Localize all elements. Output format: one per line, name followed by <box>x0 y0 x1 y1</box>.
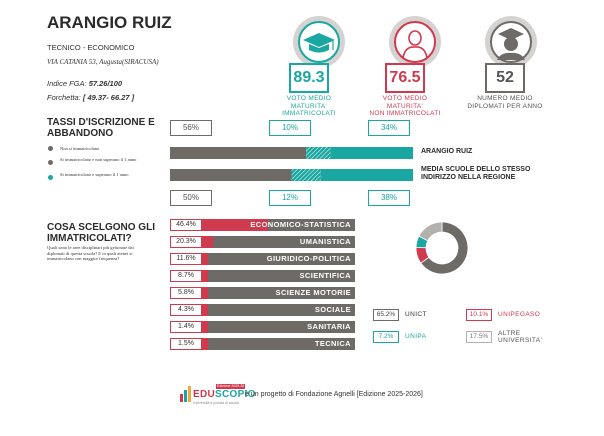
region-bar-segment-superano <box>320 169 413 181</box>
area-label: SOCIALE <box>314 305 351 314</box>
school-stacked-bar <box>170 147 413 159</box>
area-label: ECONOMICO-STATISTICA <box>250 220 351 229</box>
scelte-title: COSA SCELGONO GLI IMMATRICOLATI? <box>47 222 155 244</box>
legend-non-superano: Si immatricolano e non superano il 1 ann… <box>60 157 137 162</box>
stat-voto-non-immatricolati: 76.5 <box>385 63 425 93</box>
legend-dot-superano <box>48 175 53 180</box>
school-pct-non-superano: 10% <box>269 120 311 136</box>
eduscopio-logo: EDUSCOPIO <box>193 389 256 400</box>
region-bar-segment-non <box>170 169 292 181</box>
scelte-note: Quali sono le aree disciplinari più gett… <box>47 245 134 261</box>
school-address: VIA CATANIA 53, Augusta(SIRACUSA) <box>47 58 159 66</box>
region-pct-superano: 38% <box>368 190 410 206</box>
eduscopio-logo-icon <box>180 386 191 402</box>
uni-pct-unict: 65.2% <box>373 309 399 321</box>
area-label: UMANISTICA <box>299 237 351 246</box>
school-name: ARANGIO RUIZ <box>47 13 172 32</box>
area-label: SCIENTIFICA <box>299 271 351 280</box>
area-label: TECNICA <box>314 339 351 348</box>
stat-voto-immatricolati: 89.3 <box>289 63 329 93</box>
legend-superano: Si immatricolano e superano il 1 anno <box>60 172 129 177</box>
area-pct: 4.3% <box>170 304 202 316</box>
area-pct: 5.8% <box>170 287 202 299</box>
eduscopio-tagline: l'università a portata di scuola <box>193 401 239 405</box>
region-pct-non-superano: 12% <box>269 190 311 206</box>
legend-dot-non-superano <box>48 160 53 165</box>
caption-diplomati: NUMERO MEDIO DIPLOMATI PER ANNO <box>467 95 543 110</box>
area-pct: 11.6% <box>170 253 202 265</box>
area-pct: 20.3% <box>170 236 202 248</box>
legend-non: Non si immatricolano <box>60 146 100 151</box>
uni-pct-unipa: 7.2% <box>373 331 399 343</box>
footer-text: è un progetto di Fondazione Agnelli [Edi… <box>245 391 423 398</box>
area-pct: 46.4% <box>170 219 202 231</box>
person-icon <box>389 16 441 68</box>
uni-name-unipegaso: UNIPEGASO <box>498 311 541 318</box>
graduation-cap-icon <box>293 16 345 68</box>
school-type: TECNICO - ECONOMICO <box>47 43 135 52</box>
fga-value: 57.26/100 <box>88 79 123 88</box>
region-bar-segment-non-superano <box>291 169 321 181</box>
uni-name-unipa: UNIPA <box>405 333 427 340</box>
school-row-label: ARANGIO RUIZ <box>421 148 473 155</box>
fga-index: Indice FGA: 57.26/100 <box>47 79 123 88</box>
school-bar-segment-superano <box>330 147 413 159</box>
area-pct: 1.5% <box>170 338 202 350</box>
universities-donut <box>415 221 469 275</box>
region-pct-non: 50% <box>170 190 212 206</box>
area-pct: 1.4% <box>170 321 202 333</box>
school-bar-segment-non-superano <box>306 147 331 159</box>
school-pct-non: 56% <box>170 120 212 136</box>
uni-name-altre: ALTRE UNIVERSITA' <box>498 330 543 344</box>
legend-dot-non <box>48 146 53 151</box>
stat-diplomati: 52 <box>485 63 525 93</box>
region-stacked-bar <box>170 169 413 181</box>
donut-slice-altre <box>418 221 443 242</box>
caption-non-immatricolati: VOTO MEDIO MATURITA' NON IMMATRICOLATI <box>369 95 441 117</box>
uni-pct-altre: 17.5% <box>466 331 492 343</box>
school-bar-segment-non <box>170 147 307 159</box>
school-pct-superano: 34% <box>368 120 410 136</box>
area-label: SANITARIA <box>307 322 351 331</box>
donut-slice-unict <box>420 221 469 275</box>
uni-name-unict: UNICT <box>405 311 427 318</box>
graduate-icon <box>485 16 537 68</box>
area-label: GIURIDICO-POLITICA <box>266 254 351 263</box>
edition-badge: Edizione 2025-26 <box>216 384 246 389</box>
region-row-label: MEDIA SCUOLE DELLO STESSO INDIRIZZO NELLA… <box>421 166 531 181</box>
uni-pct-unipegaso: 10.1% <box>466 309 492 321</box>
forchetta: Forchetta: [ 49.37- 66.27 ] <box>47 93 135 102</box>
area-label: SCIENZE MOTORIE <box>275 288 351 297</box>
forchetta-value: [ 49.37- 66.27 ] <box>82 93 135 102</box>
abbandono-title: TASSI D'ISCRIZIONE E ABBANDONO <box>47 117 155 139</box>
caption-immatricolati: VOTO MEDIO MATURITA' IMMATRICOLATI <box>282 95 336 117</box>
area-pct: 8.7% <box>170 270 202 282</box>
